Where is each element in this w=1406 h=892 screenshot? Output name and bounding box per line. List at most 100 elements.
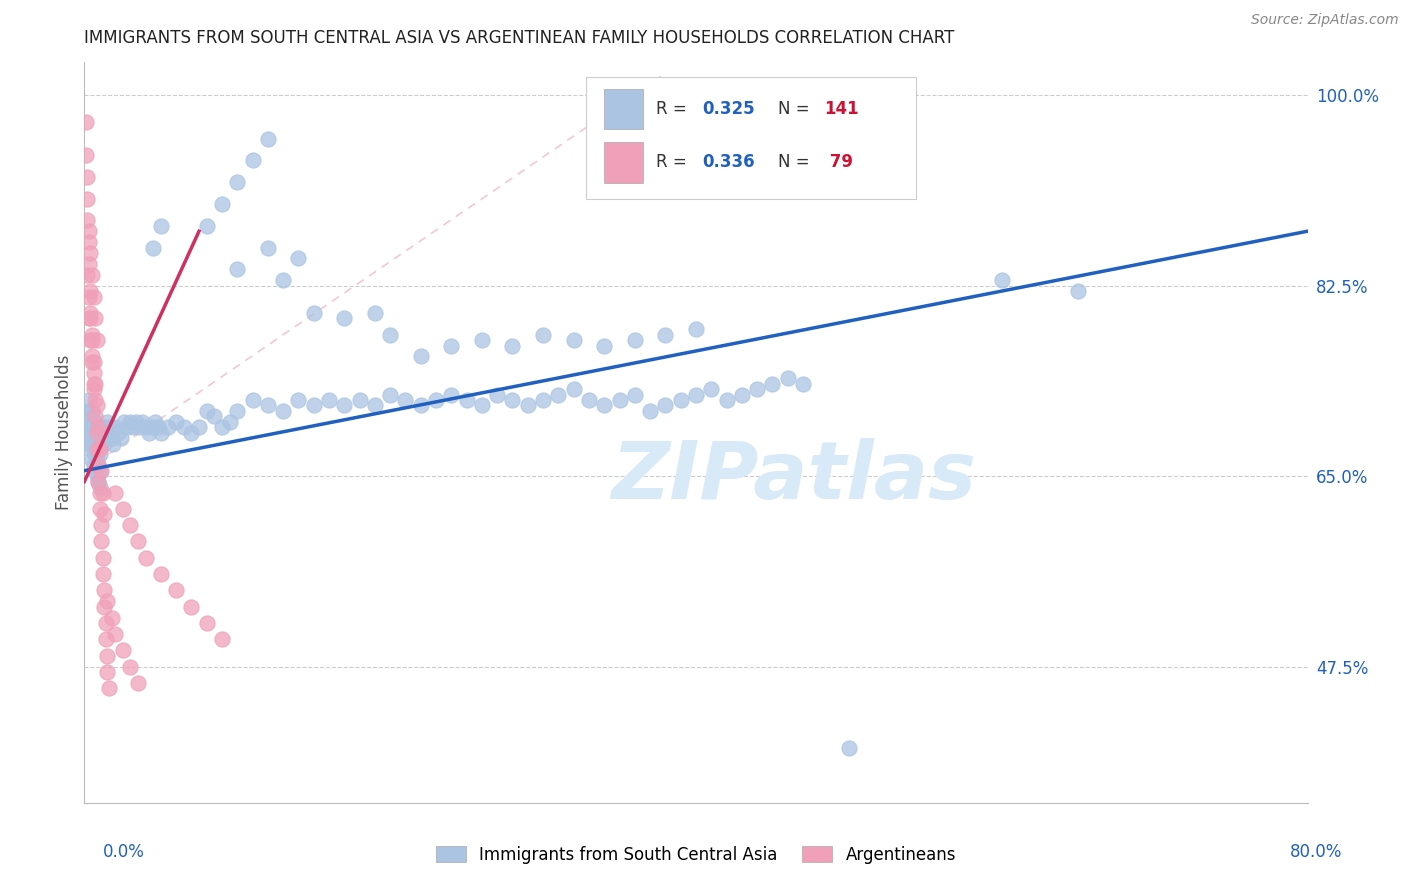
Point [76, 213, 98, 227]
Point [257, 241, 280, 255]
Point [287, 392, 309, 407]
Point [242, 392, 264, 407]
Point [180, 599, 202, 614]
Point [456, 392, 478, 407]
Point [84, 311, 107, 326]
Point [516, 398, 538, 412]
Point [502, 338, 524, 352]
Point [440, 387, 463, 401]
Point [79, 425, 101, 440]
Text: R =: R = [655, 153, 692, 171]
Point [86, 398, 108, 412]
Point [593, 398, 616, 412]
Point [76, 420, 98, 434]
Text: N =: N = [778, 153, 815, 171]
Point [302, 306, 325, 320]
Point [502, 392, 524, 407]
Point [127, 676, 149, 690]
Point [333, 311, 356, 326]
Point [77, 392, 100, 407]
Point [80, 436, 103, 450]
Point [218, 415, 240, 429]
Point [125, 415, 148, 429]
Point [547, 387, 569, 401]
Point [226, 404, 249, 418]
Point [86, 442, 108, 456]
Point [211, 197, 233, 211]
Point [257, 398, 280, 412]
Point [83, 366, 105, 380]
Point [96, 415, 118, 429]
Point [84, 464, 107, 478]
FancyBboxPatch shape [586, 78, 917, 200]
Point [716, 392, 738, 407]
Point [80, 333, 103, 347]
Point [188, 420, 211, 434]
Point [84, 431, 107, 445]
Point [747, 382, 769, 396]
Point [83, 289, 105, 303]
Point [79, 246, 101, 260]
Point [111, 643, 134, 657]
Point [120, 659, 142, 673]
Point [531, 327, 554, 342]
Point [94, 616, 117, 631]
Point [79, 442, 101, 456]
Point [624, 333, 647, 347]
Text: 0.336: 0.336 [702, 153, 755, 171]
Point [562, 333, 585, 347]
Point [79, 306, 101, 320]
Point [440, 338, 463, 352]
Point [75, 148, 97, 162]
Point [77, 289, 100, 303]
Point [84, 409, 107, 424]
Point [349, 392, 371, 407]
Point [257, 131, 280, 145]
Point [83, 458, 105, 473]
Text: 0.325: 0.325 [702, 100, 755, 118]
Point [86, 425, 108, 440]
Point [80, 327, 103, 342]
Point [991, 273, 1014, 287]
Point [120, 518, 142, 533]
Point [86, 420, 108, 434]
Point [486, 387, 509, 401]
Point [76, 268, 98, 282]
Text: R =: R = [655, 100, 692, 118]
Point [141, 420, 163, 434]
Point [90, 534, 112, 549]
Point [149, 425, 172, 440]
Point [91, 485, 114, 500]
Point [76, 169, 98, 184]
Point [127, 534, 149, 549]
Point [76, 192, 98, 206]
Point [87, 475, 110, 489]
Point [79, 409, 101, 424]
Point [87, 458, 110, 473]
Point [1067, 284, 1090, 298]
Point [80, 420, 103, 434]
Point [90, 436, 112, 450]
Point [83, 376, 105, 391]
Point [115, 420, 138, 434]
Point [80, 350, 103, 364]
Point [122, 420, 145, 434]
Point [135, 420, 157, 434]
Point [104, 485, 127, 500]
Point [94, 425, 117, 440]
Point [90, 464, 112, 478]
Point [91, 431, 114, 445]
Text: 0.0%: 0.0% [103, 843, 145, 861]
Point [89, 442, 111, 456]
Point [79, 311, 101, 326]
Point [149, 567, 172, 582]
Point [120, 415, 142, 429]
Point [87, 420, 110, 434]
Point [103, 436, 125, 450]
Point [96, 665, 118, 680]
Point [86, 469, 108, 483]
Point [96, 594, 118, 608]
Point [578, 392, 600, 407]
Point [211, 632, 233, 647]
Point [93, 599, 115, 614]
